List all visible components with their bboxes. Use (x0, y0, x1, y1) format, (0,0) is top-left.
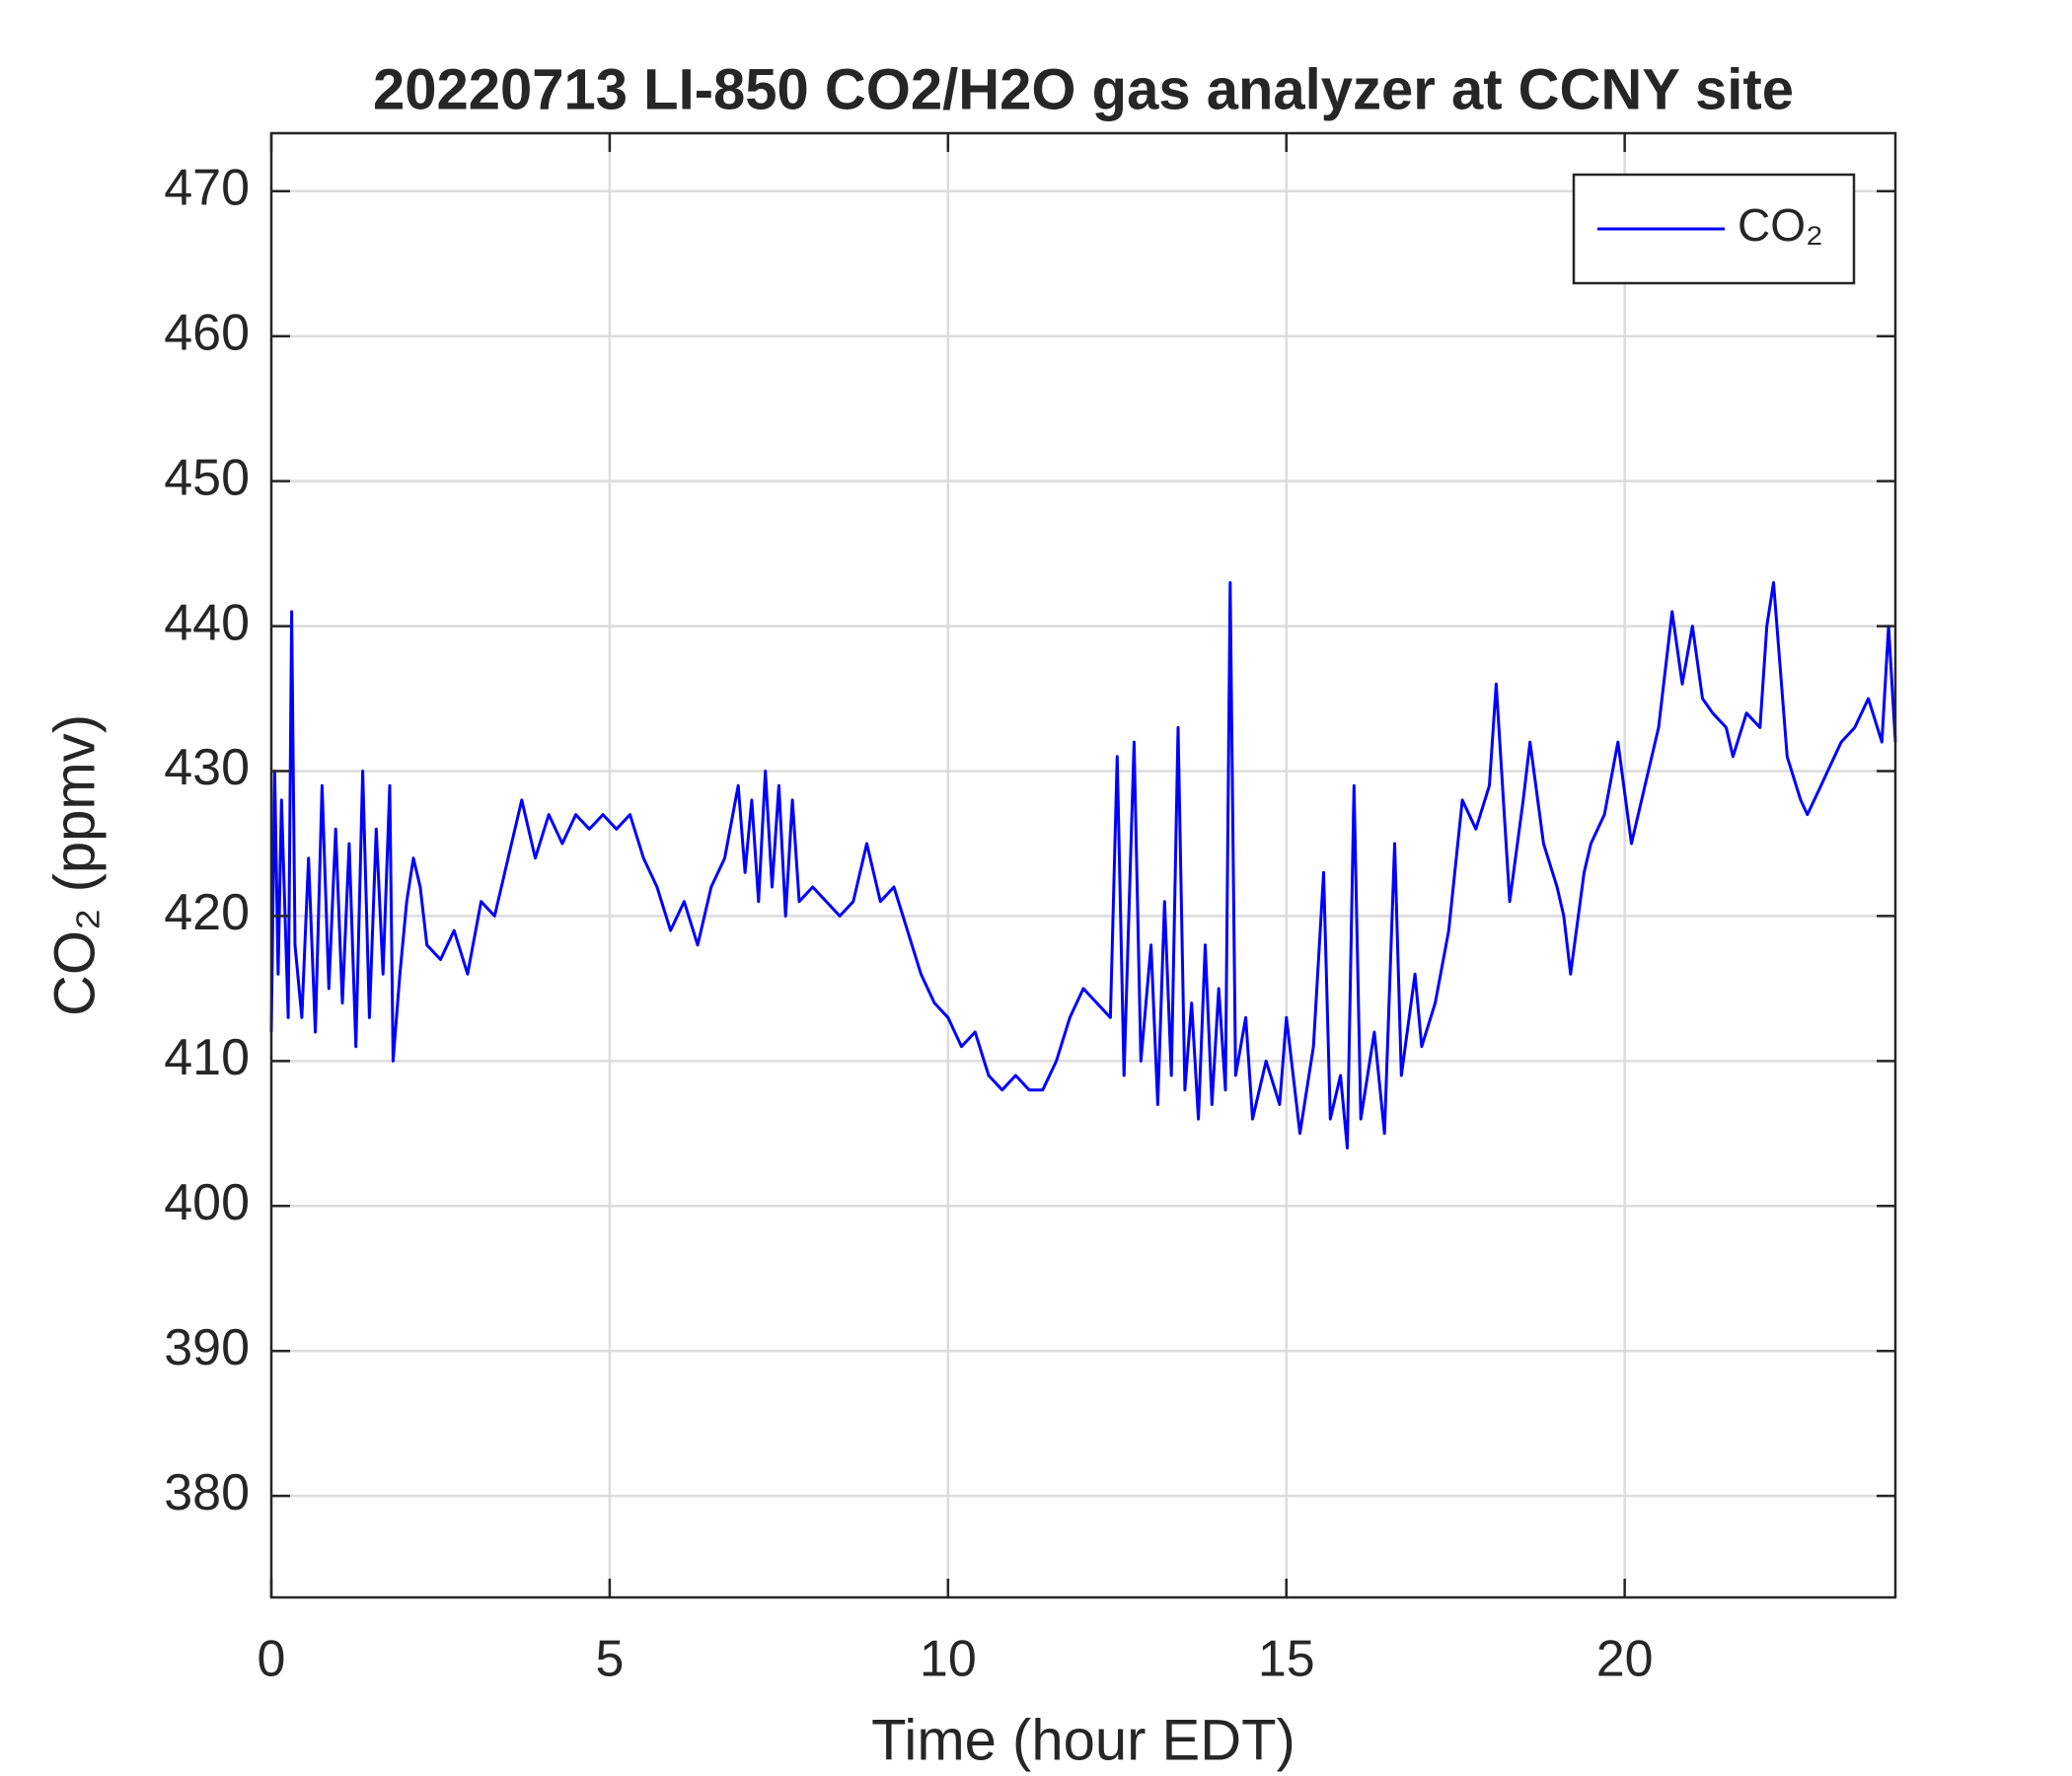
y-tick-label: 380 (164, 1464, 250, 1521)
legend-label: CO₂ (1738, 199, 1823, 251)
x-tick-label: 0 (258, 1631, 286, 1688)
x-tick-label: 10 (920, 1631, 977, 1688)
y-tick-label: 450 (164, 449, 250, 506)
y-tick-label: 460 (164, 304, 250, 361)
legend: CO₂ (1572, 173, 1856, 285)
y-tick-label: 400 (164, 1174, 250, 1231)
x-tick-label: 20 (1596, 1631, 1654, 1688)
x-tick-label: 5 (595, 1631, 624, 1688)
axes-box (269, 131, 1897, 1599)
data-line (269, 581, 1897, 1149)
y-tick-label: 390 (164, 1319, 250, 1376)
chart-title: 20220713 LI-850 CO2/H2O gas analyzer at … (373, 57, 1794, 121)
y-tick-label: 440 (164, 594, 250, 651)
x-axis-label: Time (hour EDT) (871, 1708, 1295, 1772)
y-tick-label: 430 (164, 739, 250, 796)
y-tick-label: 470 (164, 160, 250, 217)
y-tick-label: 410 (164, 1029, 250, 1086)
y-tick-label: 420 (164, 884, 250, 941)
y-axis-label: CO₂ (ppmv) (42, 714, 107, 1016)
x-tick-label: 15 (1258, 1631, 1315, 1688)
